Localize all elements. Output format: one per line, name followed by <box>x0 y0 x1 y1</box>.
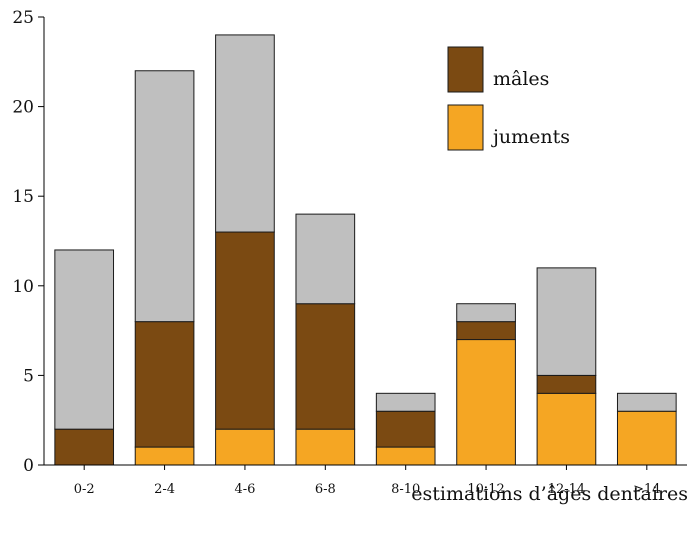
x-tick-label: 6-8 <box>315 482 336 497</box>
y-tick-label: 25 <box>12 8 34 28</box>
bar-segment-mâles-3 <box>295 303 356 430</box>
legend-label: juments <box>491 126 570 148</box>
legend-swatch <box>447 46 484 93</box>
x-tick-label: 2-4 <box>154 482 175 497</box>
bar-segment-autres-7 <box>616 392 677 412</box>
x-tick-label: 8-10 <box>391 482 420 497</box>
bar-segment-mâles-0 <box>54 428 115 466</box>
bar-segment-mâles-4 <box>375 410 436 448</box>
bar-segment-juments-7 <box>616 410 677 466</box>
y-tick-label: 5 <box>23 366 34 386</box>
x-tick-label: 4-6 <box>234 482 255 497</box>
bar-segment-autres-4 <box>375 392 436 412</box>
bars-layer <box>54 34 677 466</box>
bar-segment-juments-6 <box>536 392 597 466</box>
legend-label: mâles <box>493 68 549 90</box>
bar-segment-autres-5 <box>456 303 516 323</box>
x-tick-label: 10-12 <box>467 482 504 497</box>
x-tick-label: >14 <box>633 482 660 497</box>
bar-segment-juments-3 <box>295 428 356 466</box>
bar-segment-juments-2 <box>215 428 275 466</box>
bar-segment-juments-1 <box>134 446 195 466</box>
x-tick-label: 0-2 <box>74 482 95 497</box>
bar-segment-autres-6 <box>536 267 597 376</box>
bar-segment-autres-2 <box>215 34 275 233</box>
y-tick-label: 10 <box>12 277 34 297</box>
x-tick-label: 12-14 <box>548 482 585 497</box>
y-tick-label: 20 <box>12 98 34 118</box>
y-tick-label: 0 <box>23 456 34 476</box>
x-axis-label: estimations d’âges dentaires <box>411 483 688 505</box>
bar-segment-juments-5 <box>456 339 516 466</box>
y-ticks: 0 5 10 15 20 25 <box>12 8 44 476</box>
bar-segment-mâles-1 <box>134 321 195 448</box>
y-tick-label: 15 <box>12 187 34 207</box>
bar-segment-mâles-2 <box>215 231 275 430</box>
x-tick-labels: 0-2 2-4 4-6 6-8 8-10 10-12 12-14 >14 <box>74 465 661 497</box>
bar-segment-autres-1 <box>134 70 195 323</box>
legend-swatch <box>447 104 484 151</box>
bar-segment-autres-3 <box>295 213 356 305</box>
bar-segment-mâles-6 <box>536 374 597 394</box>
bar-segment-juments-4 <box>375 446 436 466</box>
bar-segment-mâles-5 <box>456 321 516 341</box>
bar-segment-autres-0 <box>54 249 115 430</box>
legend: mâles juments <box>447 46 570 151</box>
